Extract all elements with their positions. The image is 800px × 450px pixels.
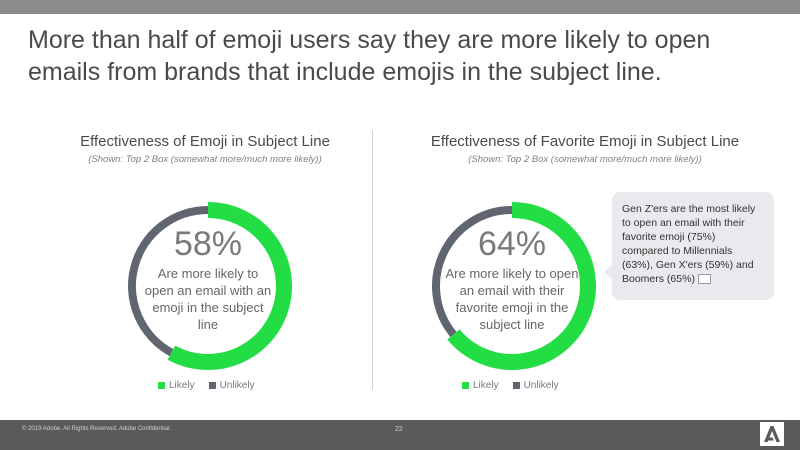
footer-bar: © 2019 Adobe. All Rights Reserved. Adobe… — [0, 420, 800, 450]
donut-slice-unlikely — [432, 206, 513, 337]
chart-2-center-value: 64% — [477, 225, 547, 263]
chart-divider — [372, 130, 373, 390]
chart-1-center: 58% Are more likely to open an email wit… — [143, 225, 273, 333]
chart-1-title: Effectiveness of Emoji in Subject Line — [80, 133, 330, 150]
page-number: 22 — [395, 426, 403, 433]
legend-item-likely: Likely — [462, 380, 499, 391]
legend-label-likely: Likely — [169, 380, 195, 391]
donut-slice-likely — [447, 202, 596, 370]
chart-2-donut — [432, 202, 596, 370]
chart-1-subtitle: (Shown: Top 2 Box (somewhat more/much mo… — [88, 154, 322, 165]
chart-2-title: Effectiveness of Favorite Emoji in Subje… — [430, 133, 740, 150]
legend-label-likely: Likely — [473, 380, 499, 391]
legend-item-unlikely: Unlikely — [208, 380, 255, 391]
chart-1-center-text: Are more likely to open an email with an… — [144, 266, 272, 332]
callout-tail — [604, 264, 614, 280]
callout-text: Gen Z'ers are the most likely to open an… — [622, 203, 756, 285]
footer-copyright: © 2019 Adobe. All Rights Reserved. Adobe… — [22, 426, 172, 432]
chart-2-legend: Likely Unlikely — [462, 380, 559, 391]
donut-slice-likely — [167, 202, 292, 370]
chart-2-center: 64% Are more likely to open an email wit… — [445, 225, 579, 333]
legend-swatch-likely — [158, 382, 165, 389]
chart-1-legend: Likely Unlikely — [158, 380, 255, 391]
legend-swatch-likely — [462, 382, 469, 389]
slide-headline: More than half of emoji users say they a… — [28, 26, 711, 86]
callout-bubble: Gen Z'ers are the most likely to open an… — [612, 192, 774, 300]
legend-item-likely: Likely — [158, 380, 195, 391]
top-bar — [0, 0, 800, 14]
legend-swatch-unlikely — [208, 382, 216, 389]
legend-item-unlikely: Unlikely — [512, 380, 559, 391]
chart-2-subtitle: (Shown: Top 2 Box (somewhat more/much mo… — [468, 154, 702, 165]
chart-2-center-text: Are more likely to open an email with th… — [445, 266, 579, 332]
adobe-logo-icon — [760, 422, 784, 446]
legend-label-unlikely: Unlikely — [523, 380, 559, 391]
chart-1-donut — [128, 202, 292, 370]
legend-label-unlikely: Unlikely — [219, 380, 255, 391]
chart-1-center-value: 58% — [173, 225, 243, 263]
donut-slice-unlikely — [128, 206, 209, 357]
legend-swatch-unlikely — [512, 382, 520, 389]
envelope-emoji-icon — [697, 274, 711, 285]
